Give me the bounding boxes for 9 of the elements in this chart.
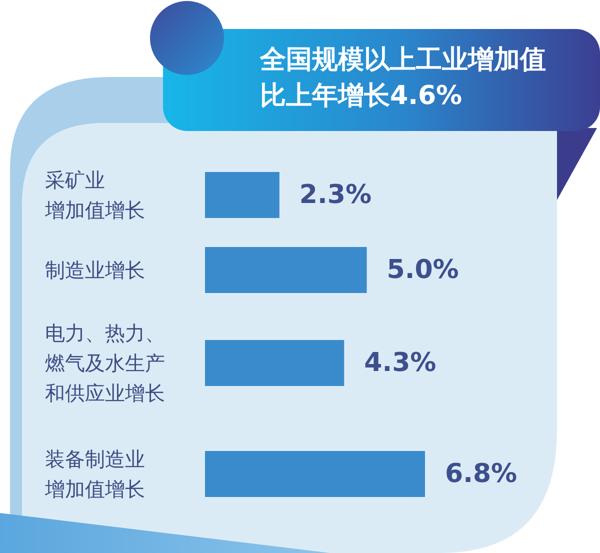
y-tick-label: 装备制造业增加值增长 xyxy=(44,447,145,501)
y-tick-label: 制造业增长 xyxy=(45,258,145,282)
data-label: 6.8% xyxy=(445,459,518,489)
y-tick-label: 采矿业增加值增长 xyxy=(44,168,145,222)
data-label: 5.0% xyxy=(386,255,459,285)
chart-title: 全国规模以上工业增加值比上年增长4.6% xyxy=(259,45,546,111)
data-label: 2.3% xyxy=(299,180,372,210)
y-tick-label: 电力、热力、燃气及水生产和供应业增长 xyxy=(45,321,165,405)
data-label: 4.3% xyxy=(364,348,436,378)
